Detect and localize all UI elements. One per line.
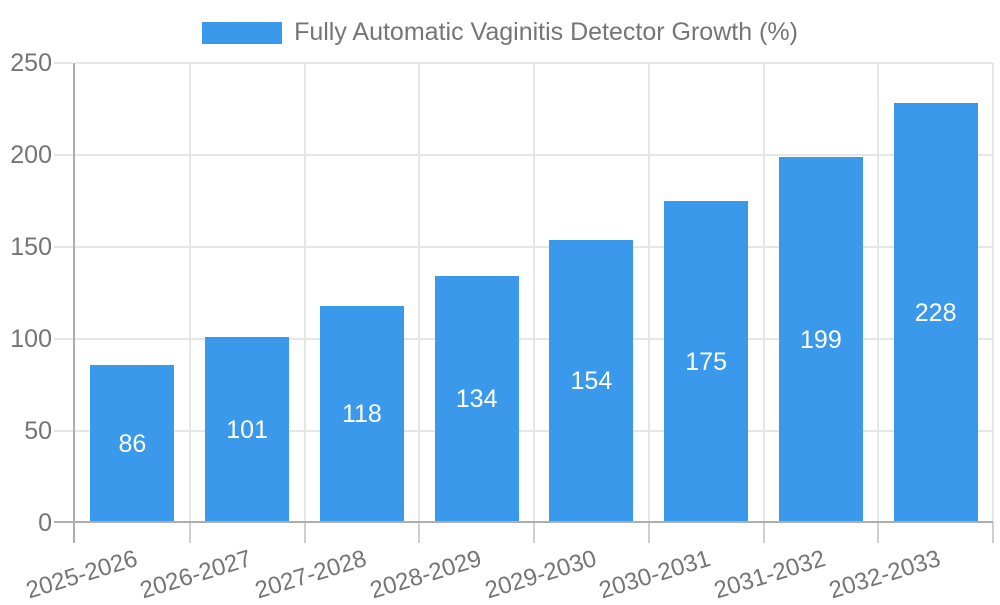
bar-value-label: 175 xyxy=(685,347,727,376)
y-tick-mark xyxy=(54,62,73,64)
x-tick-label: 2030-2031 xyxy=(596,545,715,605)
x-tick-label: 2031-2032 xyxy=(711,545,829,605)
y-tick-label: 250 xyxy=(10,49,52,77)
y-tick-mark xyxy=(54,430,73,432)
x-gridline xyxy=(303,63,306,523)
y-tick-label: 0 xyxy=(38,509,52,537)
x-tick-label: 2029-2030 xyxy=(481,545,600,605)
x-gridline xyxy=(992,63,994,523)
legend-swatch[interactable] xyxy=(202,21,283,44)
bar-value-label: 228 xyxy=(914,298,957,327)
x-tick-label: 2032-2033 xyxy=(825,545,944,605)
y-tick-label: 50 xyxy=(24,417,52,445)
bar-value-label: 101 xyxy=(226,415,268,444)
x-tick-label: 2025-2026 xyxy=(22,545,141,605)
x-gridline xyxy=(188,63,191,523)
y-tick-mark xyxy=(54,154,73,156)
y-axis-line xyxy=(73,63,75,543)
x-gridline xyxy=(762,63,765,523)
x-axis-line xyxy=(54,521,993,523)
x-tick-label: 2028-2029 xyxy=(366,545,485,605)
x-gridline xyxy=(877,63,880,523)
x-tick-label: 2027-2028 xyxy=(252,545,370,605)
bar-2025-2026: 86 xyxy=(90,365,175,523)
legend-label[interactable]: Fully Automatic Vaginitis Detector Growt… xyxy=(294,18,798,46)
x-gridline xyxy=(533,63,535,523)
y-tick-mark xyxy=(54,338,73,340)
bar-2030-2031: 175 xyxy=(664,201,749,523)
bar-2027-2028: 118 xyxy=(319,306,404,523)
bar-2029-2030: 154 xyxy=(549,240,634,523)
plot-area: 0 50 100 150 200 250 86 101 118 134 154 175 199 228 20… xyxy=(10,49,994,604)
y-tick-label: 150 xyxy=(10,233,52,261)
chart-legend: Fully Automatic Vaginitis Detector Growt… xyxy=(0,18,1000,47)
bar-value-label: 118 xyxy=(341,400,382,428)
bar-2032-2033: 228 xyxy=(893,103,978,523)
bar-2028-2029: 134 xyxy=(434,276,519,523)
y-tick-mark xyxy=(54,246,73,248)
x-tick-mark xyxy=(877,523,880,543)
bar-2026-2027: 101 xyxy=(205,337,290,523)
x-tick-mark xyxy=(418,523,421,543)
bar-2031-2032: 199 xyxy=(778,157,863,523)
x-tick-label: 2026-2027 xyxy=(137,545,256,605)
bar-value-label: 134 xyxy=(455,385,498,413)
x-tick-mark xyxy=(303,523,306,543)
x-tick-mark xyxy=(647,523,650,543)
x-tick-mark xyxy=(188,523,191,543)
x-tick-mark xyxy=(992,523,994,543)
bar-value-label: 86 xyxy=(118,429,147,458)
bar-value-label: 154 xyxy=(570,367,613,395)
x-tick-mark xyxy=(762,523,765,543)
x-tick-mark xyxy=(533,523,535,543)
x-gridline xyxy=(647,63,650,523)
y-tick-label: 200 xyxy=(10,141,52,169)
x-gridline xyxy=(418,63,421,523)
y-tick-label: 100 xyxy=(10,325,52,353)
bar-value-label: 199 xyxy=(800,325,842,354)
